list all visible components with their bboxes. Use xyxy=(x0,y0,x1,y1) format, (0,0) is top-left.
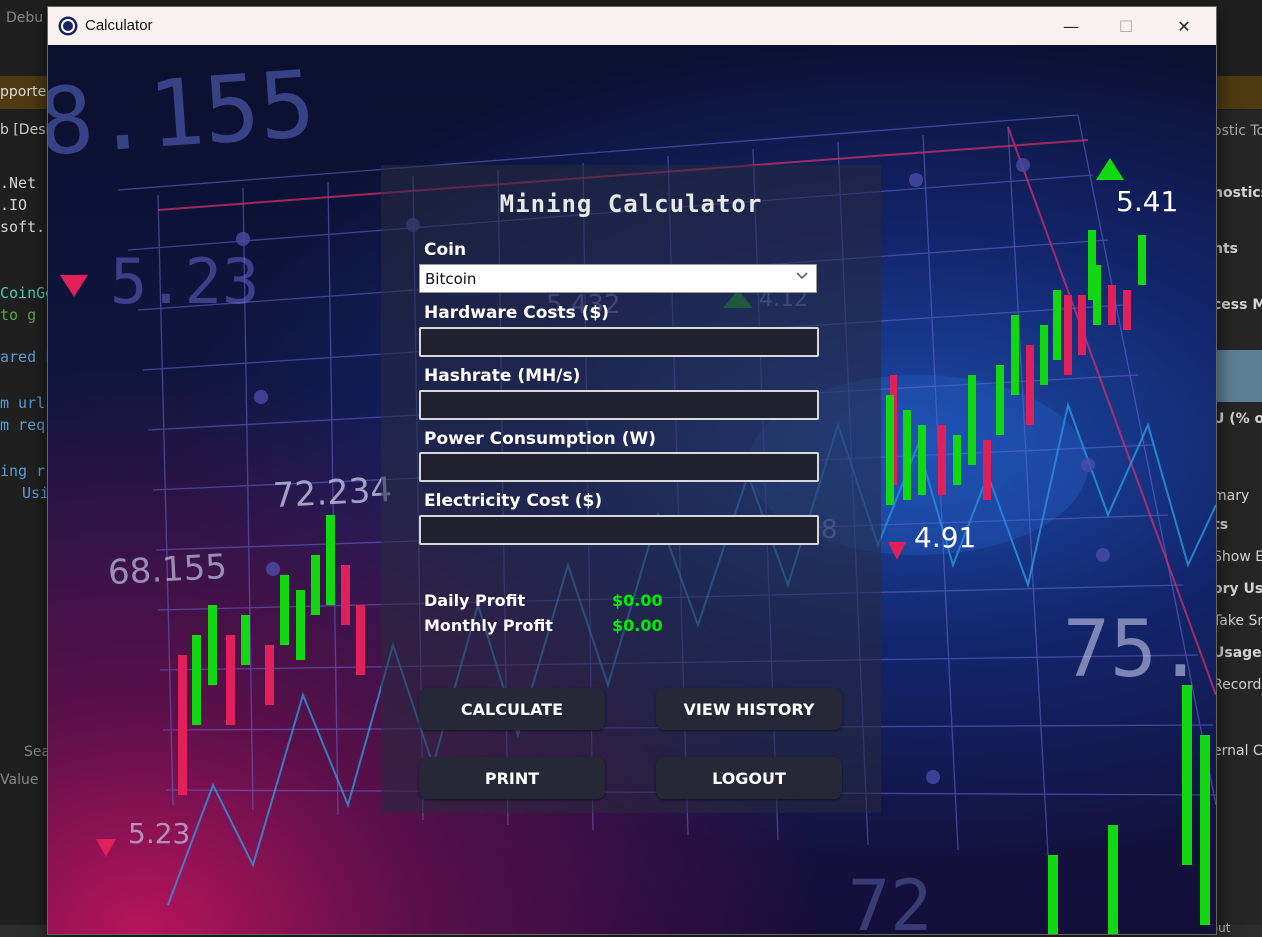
window-title: Calculator xyxy=(85,17,153,34)
ide-code-line: soft. xyxy=(0,218,46,236)
maximize-icon[interactable]: ☐ xyxy=(1118,16,1134,36)
diag-item: ostic To xyxy=(1213,123,1262,139)
cpu-graph xyxy=(1213,350,1262,402)
window-client: 8.155 5.23 72.234 68.155 5.41 4.91 5.23 … xyxy=(48,45,1216,934)
ide-code-line: .Net xyxy=(0,174,37,192)
ide-design-tab[interactable]: b [Desig xyxy=(0,122,59,138)
diag-item: nts xyxy=(1213,241,1238,257)
bg-number: 5.41 xyxy=(1116,185,1179,218)
diag-item: Usage xyxy=(1213,645,1262,661)
ide-code-line: m url xyxy=(0,394,46,412)
bg-number: 8 xyxy=(821,515,838,545)
view-history-button[interactable]: VIEW HISTORY xyxy=(656,688,842,730)
chevron-down-icon[interactable] xyxy=(796,269,808,285)
diag-item: ory Usa xyxy=(1213,581,1262,597)
daily-profit-value: $0.00 xyxy=(612,591,663,610)
power-consumption-label: Power Consumption (W) xyxy=(424,429,656,449)
hardware-costs-label: Hardware Costs ($) xyxy=(424,303,610,323)
daily-profit-label: Daily Profit xyxy=(424,591,526,610)
monthly-profit-value: $0.00 xyxy=(612,616,663,635)
logout-button[interactable]: LOGOUT xyxy=(656,757,842,799)
ide-diagnostics-panel: ostic To nostics nts cess Me U (% of mar… xyxy=(1213,110,1262,937)
ide-code-line: Usi xyxy=(22,484,50,502)
coin-select[interactable]: Bitcoin xyxy=(419,264,817,293)
ide-code-line: to g xyxy=(0,306,37,324)
app-icon xyxy=(58,16,78,36)
coin-label: Coin xyxy=(424,240,467,260)
calculate-button[interactable]: CALCULATE xyxy=(419,688,605,730)
diag-tab[interactable]: mary xyxy=(1213,488,1250,504)
diag-item: cess Me xyxy=(1213,297,1262,313)
hardware-costs-input[interactable] xyxy=(419,327,819,357)
electricity-cost-label: Electricity Cost ($) xyxy=(424,491,603,511)
monthly-profit-label: Monthly Profit xyxy=(424,616,553,635)
hashrate-label: Hashrate (MH/s) xyxy=(424,366,581,386)
diag-item: nostics xyxy=(1213,185,1262,201)
bg-number: 75. xyxy=(1063,605,1204,695)
ide-debug-label: Debu xyxy=(6,10,44,26)
close-icon[interactable]: ✕ xyxy=(1177,16,1191,36)
calculator-panel: 5.432 4.12 8 Mining Calculator Coin Bitc… xyxy=(381,165,881,813)
diag-item: U (% of xyxy=(1213,411,1262,427)
electricity-cost-input[interactable] xyxy=(419,515,819,545)
print-button[interactable]: PRINT xyxy=(419,757,605,799)
ide-code-line: .IO xyxy=(0,196,28,214)
bg-number: 5.432 xyxy=(546,290,621,320)
coin-selected-value: Bitcoin xyxy=(425,270,477,288)
ide-code-line: ing r xyxy=(0,462,46,480)
hashrate-input[interactable] xyxy=(419,390,819,420)
ide-search-label: Sea xyxy=(24,744,51,760)
ide-code-line: m req xyxy=(0,416,46,434)
ide-code-line: ared F xyxy=(0,348,55,366)
diag-item[interactable]: Record xyxy=(1213,677,1262,693)
bg-number: 5.23 xyxy=(128,817,191,850)
page-title: Mining Calculator xyxy=(499,190,763,218)
title-bar[interactable]: Calculator — ☐ ✕ xyxy=(48,7,1216,45)
ide-value-label: Value xyxy=(0,772,39,788)
bg-number: 72 xyxy=(848,865,933,934)
bg-number: 8.155 xyxy=(48,50,319,177)
ide-code-line: CoinGe xyxy=(0,284,55,302)
bg-number: 4.91 xyxy=(914,521,977,554)
power-consumption-input[interactable] xyxy=(419,452,819,482)
bg-number: 5.23 xyxy=(110,245,260,318)
bg-number: 72.234 xyxy=(272,469,393,517)
bg-number: 68.155 xyxy=(107,546,228,594)
diag-item[interactable]: Show E xyxy=(1213,549,1262,565)
diag-item[interactable]: Take Sn xyxy=(1213,613,1262,629)
ide-info-text: pported xyxy=(0,84,56,100)
diag-item: ernal Co xyxy=(1213,743,1262,759)
minimize-icon[interactable]: — xyxy=(1063,16,1079,36)
calculator-window: Calculator — ☐ ✕ xyxy=(47,6,1217,935)
